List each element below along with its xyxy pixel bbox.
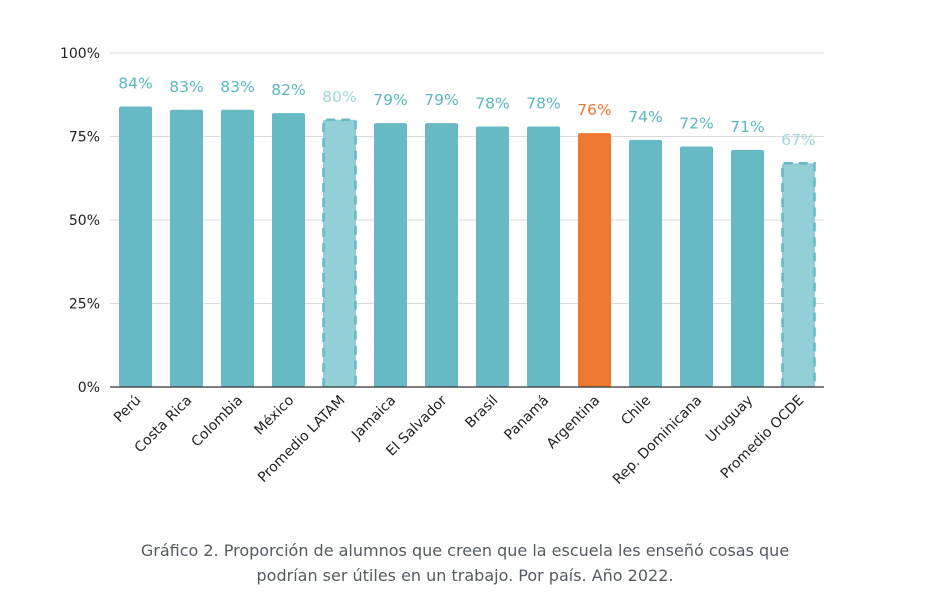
bar (680, 146, 713, 387)
y-tick-label: 100% (60, 46, 100, 62)
bar (221, 109, 254, 387)
data-label: 79% (373, 91, 407, 109)
data-label: 83% (220, 78, 254, 96)
bar (578, 133, 611, 387)
y-tick-label: 75% (69, 130, 100, 146)
bar (527, 126, 560, 387)
data-label: 84% (118, 74, 152, 92)
data-label: 74% (628, 108, 662, 126)
data-label: 83% (169, 78, 203, 96)
category-label: Chile (618, 393, 654, 429)
data-label: 82% (271, 81, 305, 99)
category-label: Perú (111, 393, 144, 426)
category-label: Uruguay (703, 393, 756, 446)
data-label: 80% (322, 88, 356, 106)
category-label: Argentina (544, 393, 604, 453)
data-label: 79% (424, 91, 458, 109)
bar (272, 113, 305, 388)
y-tick-label: 0% (78, 380, 100, 396)
bar (629, 139, 662, 387)
bar (782, 163, 815, 387)
category-label: Promedio LATAM (255, 393, 348, 486)
bar-dashed-outline (781, 161, 816, 387)
bar (323, 119, 356, 388)
category-label: Rep. Dominicana (610, 393, 705, 488)
category-label: México (251, 393, 297, 439)
category-label: Brasil (462, 393, 501, 432)
data-label: 71% (730, 118, 764, 136)
y-tick-label: 25% (69, 297, 100, 313)
bar (170, 109, 203, 387)
bar (374, 123, 407, 387)
bar (476, 126, 509, 387)
category-label: Colombia (188, 393, 246, 451)
bar (119, 106, 152, 387)
data-label: 78% (475, 94, 509, 112)
y-tick-label: 50% (69, 213, 100, 229)
bar (425, 123, 458, 387)
caption-line-2: podrían ser útiles en un trabajo. Por pa… (256, 566, 674, 585)
chart-caption: Gráfico 2. Proporción de alumnos que cre… (0, 538, 930, 588)
category-label: Jamaica (348, 393, 399, 444)
data-label: 78% (526, 94, 560, 112)
category-label: Panamá (501, 393, 552, 444)
caption-line-1: Gráfico 2. Proporción de alumnos que cre… (140, 541, 790, 560)
data-label: 76% (577, 101, 611, 119)
data-label: 67% (781, 131, 815, 149)
bar (731, 149, 764, 387)
data-label: 72% (679, 115, 713, 133)
